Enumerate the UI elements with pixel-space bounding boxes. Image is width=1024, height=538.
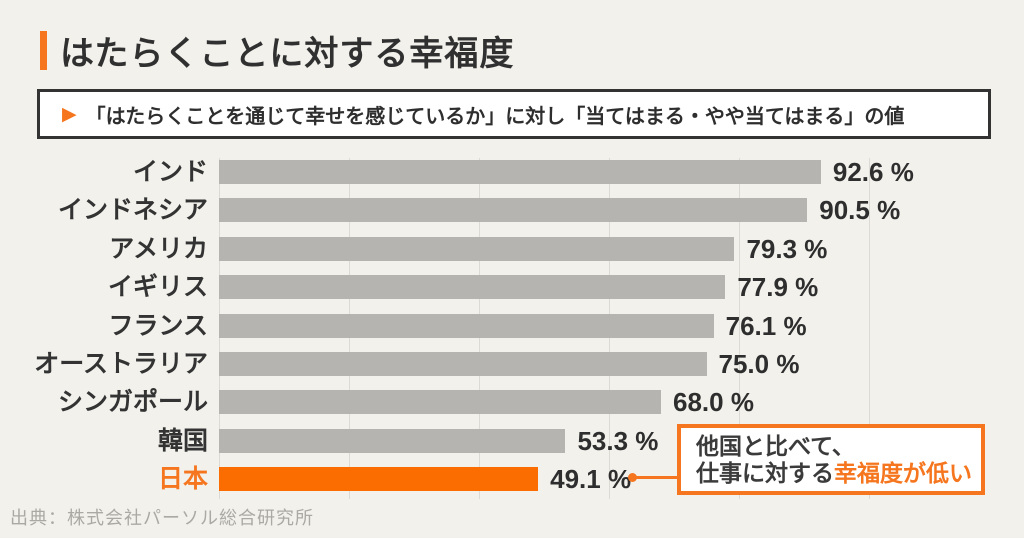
bar <box>219 390 661 415</box>
gridline-100 <box>869 158 870 499</box>
triangle-marker-icon: ▶ <box>62 103 77 125</box>
country-label: シンガポール <box>57 388 208 417</box>
value-label: 79.3 % <box>746 233 828 264</box>
chart-row: アメリカ 79.3 % <box>0 233 1024 264</box>
country-label: 韓国 <box>157 426 208 455</box>
bar <box>219 198 808 223</box>
bar-chart: インド 92.6 % インドネシア 90.5 % アメリカ 79.3 % イギリス 77.9 … <box>0 157 1024 506</box>
page-title: はたらくことに対する幸福度 <box>60 35 515 73</box>
country-label: フランス <box>108 311 208 340</box>
source-note: 出典：株式会社パーソル総合研究所 <box>10 508 314 528</box>
country-label: インドネシア <box>57 196 208 225</box>
country-label: イギリス <box>107 273 208 302</box>
callout-box: 他国と比べて、 仕事に対する幸福度が低い <box>677 424 985 495</box>
country-label: オーストラリア <box>34 349 208 378</box>
subtitle-box: ▶ 「はたらくことを通じて幸せを感じているか」に対し「当てはまる・やや当てはまる… <box>37 89 991 139</box>
country-label: 日本 <box>157 465 208 494</box>
value-label: 49.1 % <box>550 464 632 495</box>
callout-line-2: 仕事に対する幸福度が低い <box>696 460 981 487</box>
chart-row: 日本 49.1 % <box>0 464 1024 495</box>
subtitle-text: 「はたらくことを通じて幸せを感じているか」に対し「当てはまる・やや当てはまる」の… <box>85 105 905 128</box>
value-label: 76.1 % <box>725 310 807 341</box>
value-label: 92.6 % <box>832 157 914 187</box>
bar <box>219 313 714 338</box>
gridline-80 <box>739 158 740 499</box>
callout-dot <box>628 473 637 482</box>
callout-line-1: 他国と比べて、 <box>696 433 855 459</box>
value-label: 68.0 % <box>673 387 754 418</box>
callout-line-2-dark: 仕事に対する <box>696 460 834 486</box>
bar <box>219 275 726 300</box>
chart-row: イギリス 77.9 % <box>0 272 1024 303</box>
bar <box>219 428 566 453</box>
value-label: 75.0 % <box>718 348 800 379</box>
title-accent-bar <box>40 31 47 70</box>
bar <box>219 351 707 376</box>
country-label: インド <box>132 158 208 186</box>
bar <box>219 160 821 184</box>
value-label: 77.9 % <box>737 272 819 303</box>
value-label: 90.5 % <box>819 195 901 226</box>
callout-line-2-orange: 幸福度が低い <box>834 460 972 486</box>
chart-row: 韓国 53.3 % <box>0 425 1024 456</box>
chart-row: インドネシア 90.5 % <box>0 195 1024 226</box>
chart-rows: インド 92.6 % インドネシア 90.5 % アメリカ 79.3 % イギリス 77.9 … <box>0 157 1024 495</box>
country-label: アメリカ <box>109 234 208 263</box>
chart-row: インド 92.6 % <box>0 157 1024 187</box>
chart-row: シンガポール 68.0 % <box>0 387 1024 418</box>
chart-row: オーストラリア 75.0 % <box>0 348 1024 379</box>
bar <box>219 467 539 492</box>
callout-connector-line <box>635 476 677 479</box>
value-label: 53.3 % <box>577 425 659 456</box>
bar <box>219 236 735 261</box>
chart-row: フランス 76.1 % <box>0 310 1024 341</box>
